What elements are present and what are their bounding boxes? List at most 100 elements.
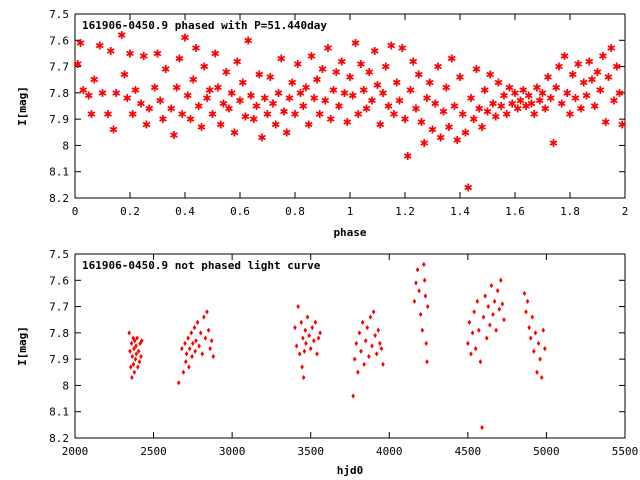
data-point [132,338,137,344]
data-point: ✱ [568,68,577,81]
data-point: ✱ [224,103,233,116]
data-point: ✱ [282,126,291,139]
data-point [373,332,377,339]
data-point [194,338,198,344]
data-point: ✱ [117,29,126,42]
data-point [374,351,379,357]
data-point: ✱ [277,53,286,66]
data-points [127,261,547,431]
data-point: ✱ [417,116,426,129]
data-point: ✱ [590,100,599,113]
data-point: ✱ [263,108,272,121]
data-point: ✱ [128,108,137,121]
data-point: ✱ [381,61,390,74]
data-point: ✱ [301,82,310,95]
x-tick-label: 0.4 [175,205,195,218]
x-tick-label: 2500 [140,445,167,458]
data-point: ✱ [76,37,85,50]
data-point [533,330,538,336]
y-tick-label: 7.9 [49,113,69,126]
data-point [180,346,184,352]
data-point: ✱ [510,87,519,100]
data-point: ✱ [326,113,335,126]
data-point: ✱ [255,68,264,81]
data-point [483,293,487,299]
data-point [184,351,189,357]
data-point [543,346,547,352]
data-point: ✱ [87,108,96,121]
data-point: ✱ [491,111,500,124]
data-point: ✱ [420,137,429,150]
data-point: ✱ [433,61,442,74]
data-point: ✱ [428,124,437,137]
y-tick-label: 8.2 [49,432,69,445]
x-tick-label: 2000 [62,445,89,458]
data-point [300,364,304,370]
plot-frame [74,253,626,439]
data-point: ✱ [422,92,431,105]
data-point: ✱ [189,74,198,87]
data-point [209,338,214,344]
data-point: ✱ [488,97,497,110]
data-point [524,309,528,315]
data-point [379,346,384,352]
data-point: ✱ [323,42,332,55]
data-point: ✱ [222,66,231,79]
data-point: ✱ [436,132,445,145]
data-point [486,303,491,310]
data-point [469,351,473,357]
x-tick-label: 4500 [455,445,482,458]
data-point: ✱ [241,111,250,124]
data-point: ✱ [103,108,112,121]
x-tick-label: 3500 [297,445,324,458]
data-point [198,330,203,336]
data-point: ✱ [373,79,382,92]
data-point: ✱ [351,37,360,50]
data-point: ✱ [411,103,420,116]
data-point: ✱ [299,100,308,113]
data-point [423,293,428,299]
data-point [304,340,308,346]
data-point: ✱ [546,92,555,105]
data-point: ✱ [211,47,220,60]
data-point: ✱ [329,84,338,97]
data-point: ✱ [288,76,297,89]
x-tick-label: 4000 [376,445,403,458]
data-point: ✱ [90,74,99,87]
data-point [191,340,195,346]
data-point: ✱ [257,132,266,145]
data-point [473,346,478,352]
data-point: ✱ [370,45,379,58]
data-point: ✱ [112,87,121,100]
x-axis-label: phase [333,226,366,239]
data-point: ✱ [321,95,330,108]
data-point: ✱ [612,61,621,74]
data-point [197,343,201,349]
data-point [187,346,192,352]
chart-title: 161906-0450.9 not phased light curve [82,259,321,272]
data-point: ✱ [260,92,269,105]
data-point: ✱ [180,32,189,45]
data-point: ✱ [601,116,610,129]
data-point [133,356,138,362]
data-point [183,359,188,365]
x-tick-label: 0 [72,205,79,218]
data-point [136,364,140,370]
x-tick-label: 5500 [612,445,639,458]
data-point [359,348,363,354]
data-point [352,356,357,362]
data-point [491,311,495,318]
data-point: ✱ [519,84,528,97]
data-point [470,330,475,336]
data-point: ✱ [571,92,580,105]
y-tick-label: 7.9 [49,353,69,366]
data-point: ✱ [475,103,484,116]
data-point [130,353,135,360]
data-point [186,335,190,341]
data-point: ✱ [499,89,508,102]
data-point: ✱ [530,108,539,121]
data-point: ✱ [268,97,277,110]
data-point [356,369,360,375]
data-point: ✱ [609,95,618,108]
data-point: ✱ [389,108,398,121]
